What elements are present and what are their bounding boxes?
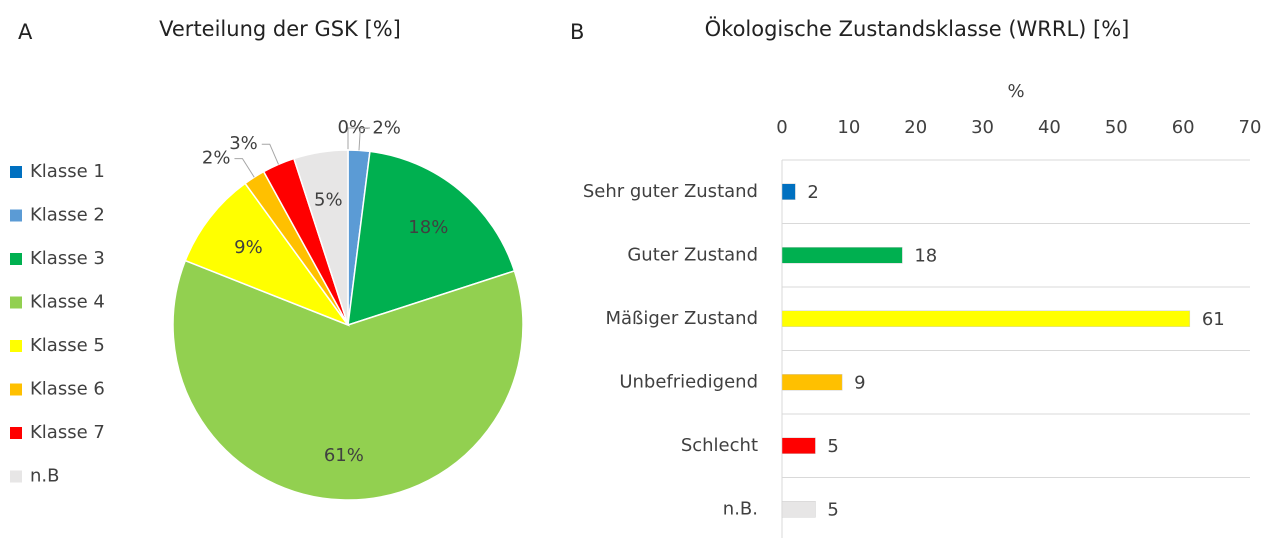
y-tick-label: Unbefriedigend: [619, 371, 758, 392]
leader-line: [234, 158, 255, 178]
data-label: 2: [807, 182, 818, 203]
legend-label: Klasse 5: [30, 335, 105, 356]
x-tick-label: 20: [904, 117, 927, 138]
data-label: 0%: [337, 117, 366, 138]
data-label: 5: [827, 499, 838, 520]
legend-label: Klasse 6: [30, 379, 105, 400]
x-tick-label: 70: [1239, 117, 1262, 138]
legend-label: Klasse 1: [30, 161, 105, 182]
data-label: 61%: [324, 445, 364, 466]
data-label: 5: [827, 436, 838, 457]
data-label: 61: [1202, 309, 1225, 330]
bar: [781, 501, 816, 518]
bar: [781, 247, 903, 264]
x-tick-label: 30: [971, 117, 994, 138]
chart-title: Ökologische Zustandsklasse (WRRL) [%]: [705, 16, 1130, 41]
bar: [781, 310, 1191, 327]
x-tick-label: 10: [837, 117, 860, 138]
legend-label: Klasse 7: [30, 422, 105, 443]
leader-line: [358, 127, 369, 151]
data-label: 18: [914, 245, 937, 266]
panel-label: A: [18, 20, 33, 44]
x-axis-title: %: [1007, 81, 1024, 102]
legend-swatch: [10, 383, 22, 396]
legend-swatch: [10, 340, 22, 352]
legend-label: Klasse 4: [30, 292, 105, 313]
x-tick-label: 0: [776, 117, 787, 138]
data-label: 2%: [202, 148, 231, 169]
legend-swatch: [10, 470, 22, 483]
leader-line: [261, 143, 279, 165]
legend-label: Klasse 3: [30, 248, 105, 269]
x-tick-label: 60: [1172, 117, 1195, 138]
data-label: 5%: [314, 190, 343, 211]
chart-title: Verteilung der GSK [%]: [159, 17, 401, 41]
x-tick-label: 40: [1038, 117, 1061, 138]
data-label: 9: [854, 372, 865, 393]
pie-slice: [347, 150, 516, 327]
y-tick-label: Schlecht: [681, 435, 758, 456]
x-tick-label: 50: [1105, 117, 1128, 138]
y-tick-label: Guter Zustand: [627, 244, 758, 265]
panel-label: B: [570, 20, 584, 44]
bar: [781, 183, 796, 200]
legend-swatch: [10, 209, 22, 222]
legend-label: Klasse 2: [30, 205, 105, 226]
legend-swatch: [10, 296, 22, 309]
legend-label: n.B: [30, 466, 59, 487]
bar: [781, 437, 816, 454]
y-tick-label: Mäßiger Zustand: [605, 308, 758, 329]
data-label: 18%: [408, 217, 448, 238]
data-label: 2%: [372, 117, 401, 138]
legend-swatch: [10, 166, 22, 178]
bar: [781, 374, 843, 391]
pie-slice: [184, 182, 351, 327]
data-label: 9%: [234, 237, 263, 258]
y-tick-label: Sehr guter Zustand: [583, 181, 758, 202]
pie-slice: [172, 259, 524, 501]
data-label: 3%: [229, 133, 258, 154]
y-tick-label: n.B.: [723, 498, 758, 519]
legend-swatch: [10, 253, 22, 265]
legend-swatch: [10, 427, 22, 439]
pie-slice: [292, 149, 349, 326]
